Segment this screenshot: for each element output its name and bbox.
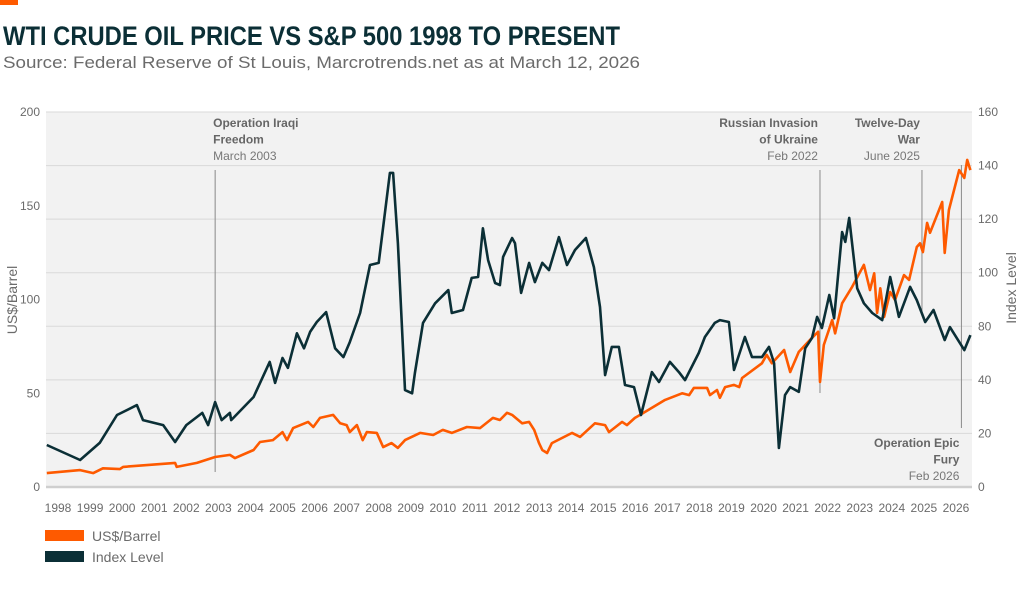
left-tick-label: 200 bbox=[20, 105, 40, 119]
annotation-label: of Ukraine bbox=[759, 133, 818, 147]
plot-area bbox=[46, 112, 972, 487]
x-tick-label: 2012 bbox=[494, 501, 521, 515]
left-tick-label: 0 bbox=[33, 480, 40, 494]
x-axis-ticks: 1998 1999 2000 2001 2002 2003 2004 2005 2006 2007… bbox=[45, 501, 970, 515]
annotation-label: Feb 2022 bbox=[767, 149, 818, 163]
chart-subtitle: Source: Federal Reserve of St Louis, Mar… bbox=[3, 53, 640, 72]
legend: US$/Barrel Index Level bbox=[45, 528, 164, 565]
left-tick-label: 50 bbox=[27, 386, 41, 400]
x-tick-label: 2019 bbox=[718, 501, 745, 515]
annotation-label: Operation Epic bbox=[874, 436, 960, 450]
right-axis-ticks: 0 20 40 80 100 120 140 160 bbox=[978, 105, 998, 494]
legend-swatch-oil bbox=[45, 530, 84, 541]
annotation-label: Russian Invasion bbox=[719, 116, 818, 130]
right-tick-label: 0 bbox=[978, 480, 985, 494]
legend-label-oil: US$/Barrel bbox=[92, 528, 160, 544]
left-axis-title: US$/Barrel bbox=[4, 266, 20, 334]
x-tick-label: 2004 bbox=[237, 501, 264, 515]
right-tick-label: 100 bbox=[978, 266, 998, 280]
gridlines bbox=[46, 111, 972, 489]
x-tick-label: 2022 bbox=[814, 501, 841, 515]
annotations: Operation Iraqi Freedom March 2003 Russian … bbox=[213, 116, 962, 483]
x-tick-label: 2020 bbox=[750, 501, 777, 515]
right-tick-label: 160 bbox=[978, 105, 998, 119]
brand-accent-bar bbox=[0, 0, 18, 5]
legend-label-index: Index Level bbox=[92, 549, 164, 565]
right-tick-label: 40 bbox=[978, 373, 992, 387]
annotation-label: Twelve-Day bbox=[855, 116, 920, 130]
x-tick-label: 2026 bbox=[943, 501, 970, 515]
x-tick-label: 2021 bbox=[782, 501, 809, 515]
x-tick-label: 2025 bbox=[911, 501, 938, 515]
x-tick-label: 2013 bbox=[526, 501, 553, 515]
x-tick-label: 2001 bbox=[141, 501, 168, 515]
x-tick-label: 2008 bbox=[365, 501, 392, 515]
x-tick-label: 2011 bbox=[462, 501, 488, 515]
left-tick-label: 150 bbox=[20, 199, 40, 213]
right-axis-title: Index Level bbox=[1003, 252, 1019, 324]
x-tick-label: 2005 bbox=[269, 501, 296, 515]
right-tick-label: 120 bbox=[978, 212, 998, 226]
annotation-label: War bbox=[898, 133, 921, 147]
x-tick-label: 2018 bbox=[686, 501, 713, 515]
x-tick-label: 2010 bbox=[429, 501, 456, 515]
annotation-label: Freedom bbox=[213, 133, 264, 147]
annotation-label: Fury bbox=[933, 453, 959, 467]
annotation-label: Operation Iraqi bbox=[213, 116, 298, 130]
left-tick-label: 100 bbox=[20, 293, 40, 307]
chart-title: WTI CRUDE OIL PRICE VS S&P 500 1998 TO P… bbox=[3, 21, 620, 51]
legend-swatch-index bbox=[45, 551, 84, 562]
x-tick-label: 2015 bbox=[590, 501, 617, 515]
x-tick-label: 2009 bbox=[397, 501, 424, 515]
x-tick-label: 2002 bbox=[173, 501, 200, 515]
x-tick-label: 2007 bbox=[333, 501, 360, 515]
annotation-label: June 2025 bbox=[864, 149, 920, 163]
x-tick-label: 2017 bbox=[654, 501, 681, 515]
x-tick-label: 2003 bbox=[205, 501, 232, 515]
x-tick-label: 2023 bbox=[846, 501, 873, 515]
x-tick-label: 2000 bbox=[109, 501, 136, 515]
annotation-label: Feb 2026 bbox=[909, 469, 960, 483]
series-lines bbox=[46, 158, 972, 475]
annotation-label: March 2003 bbox=[213, 149, 277, 163]
x-tick-label: 1999 bbox=[77, 501, 104, 515]
x-tick-label: 2006 bbox=[301, 501, 328, 515]
right-tick-label: 20 bbox=[978, 426, 992, 440]
x-tick-label: 2016 bbox=[622, 501, 649, 515]
x-tick-label: 1998 bbox=[45, 501, 72, 515]
right-tick-label: 80 bbox=[978, 319, 992, 333]
x-tick-label: 2014 bbox=[558, 501, 585, 515]
x-tick-label: 2024 bbox=[878, 501, 905, 515]
left-axis-ticks: 0 50 100 150 200 bbox=[20, 105, 40, 494]
right-tick-label: 140 bbox=[978, 159, 998, 173]
